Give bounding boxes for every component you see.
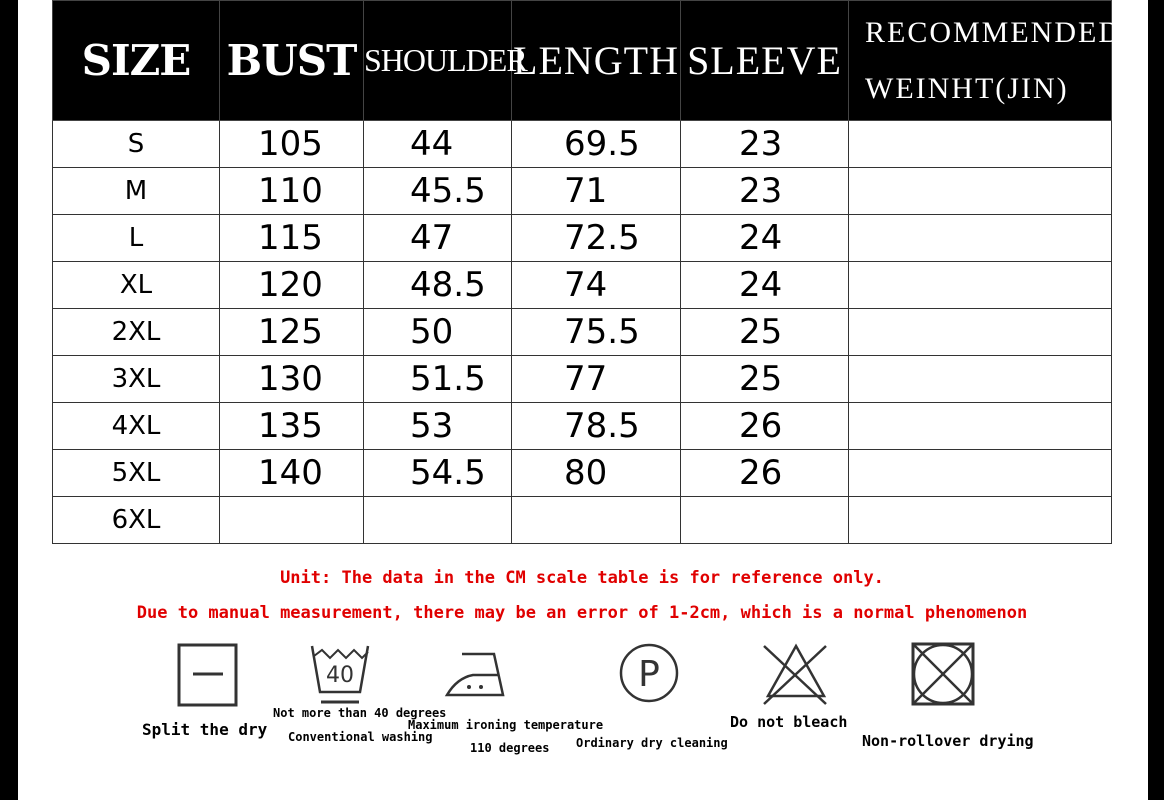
header-size: SIZE	[52, 0, 220, 121]
cell-sleeve: 26	[680, 449, 849, 497]
cell-bust: 115	[219, 214, 364, 262]
error-note: Due to manual measurement, there may be …	[136, 603, 1028, 623]
table-row: 4XL 135 53 78.5 26	[52, 402, 1112, 450]
cell-shoulder: 48.5	[363, 261, 512, 309]
cell-size: L	[52, 214, 220, 262]
wash-40-icon: 40	[310, 645, 370, 704]
cell-length: 74	[511, 261, 681, 309]
dry-clean-label: Ordinary dry cleaning	[576, 736, 728, 750]
right-border-bar	[1148, 0, 1164, 800]
cell-shoulder: 53	[363, 402, 512, 450]
header-shoulder: SHOULDER	[363, 0, 528, 121]
table-row: 3XL 130 51.5 77 25	[52, 355, 1112, 403]
cell-bust	[219, 496, 364, 544]
cell-weight	[848, 167, 1112, 215]
no-bleach-icon	[763, 643, 827, 705]
cell-shoulder: 54.5	[363, 449, 512, 497]
cell-bust: 130	[219, 355, 364, 403]
cell-shoulder: 47	[363, 214, 512, 262]
cell-length: 72.5	[511, 214, 681, 262]
cell-weight	[848, 402, 1112, 450]
cell-weight	[848, 120, 1112, 168]
no-tumble-dry-label: Non-rollover drying	[862, 732, 1034, 750]
cell-sleeve: 24	[680, 214, 849, 262]
cell-shoulder: 51.5	[363, 355, 512, 403]
unit-note: Unit: The data in the CM scale table is …	[280, 568, 884, 588]
cell-sleeve: 23	[680, 120, 849, 168]
header-bust: BUST	[219, 0, 364, 121]
table-row: 6XL	[52, 496, 1112, 544]
iron-icon	[444, 652, 505, 697]
cell-bust: 140	[219, 449, 364, 497]
no-bleach-label: Do not bleach	[730, 713, 848, 731]
cell-bust: 110	[219, 167, 364, 215]
cell-sleeve: 25	[680, 308, 849, 356]
cell-weight	[848, 496, 1112, 544]
cell-sleeve: 23	[680, 167, 849, 215]
cell-length: 80	[511, 449, 681, 497]
wash-label-2: Conventional washing	[288, 730, 433, 744]
wash-temp: 40	[326, 663, 354, 688]
dry-clean-p-icon: P	[619, 643, 679, 703]
header-recommended-line2: WEINHT(JIN)	[865, 71, 1069, 105]
cell-size: 3XL	[52, 355, 220, 403]
table-row: L 115 47 72.5 24	[52, 214, 1112, 262]
cell-weight	[848, 449, 1112, 497]
table-row: S 105 44 69.5 23	[52, 120, 1112, 168]
cell-bust: 135	[219, 402, 364, 450]
cell-sleeve	[680, 496, 849, 544]
line-dry-label: Split the dry	[142, 720, 268, 739]
cell-length: 71	[511, 167, 681, 215]
cell-shoulder: 44	[363, 120, 512, 168]
cell-weight	[848, 261, 1112, 309]
cell-bust: 125	[219, 308, 364, 356]
iron-label-1: Maximum ironing temperature	[408, 718, 604, 732]
cell-size: M	[52, 167, 220, 215]
no-tumble-dry-icon	[911, 642, 975, 706]
table-row: 5XL 140 54.5 80 26	[52, 449, 1112, 497]
cell-size: 6XL	[52, 496, 220, 544]
cell-weight	[848, 308, 1112, 356]
cell-bust: 120	[219, 261, 364, 309]
cell-weight	[848, 355, 1112, 403]
table-row: XL 120 48.5 74 24	[52, 261, 1112, 309]
cell-size: 4XL	[52, 402, 220, 450]
cell-shoulder	[363, 496, 512, 544]
iron-label-2: 110 degrees	[470, 741, 550, 755]
cell-size: XL	[52, 261, 220, 309]
cell-length	[511, 496, 681, 544]
cell-size: 2XL	[52, 308, 220, 356]
header-recommended-line1: RECOMMENDED	[865, 15, 1123, 49]
cell-length: 77	[511, 355, 681, 403]
cell-weight	[848, 214, 1112, 262]
cell-size: S	[52, 120, 220, 168]
cell-bust: 105	[219, 120, 364, 168]
table-row: 2XL 125 50 75.5 25	[52, 308, 1112, 356]
left-border-bar	[0, 0, 18, 800]
cell-shoulder: 45.5	[363, 167, 512, 215]
header-length: LENGTH	[511, 0, 681, 121]
table-row: M 110 45.5 71 23	[52, 167, 1112, 215]
cell-sleeve: 24	[680, 261, 849, 309]
cell-shoulder: 50	[363, 308, 512, 356]
cell-length: 78.5	[511, 402, 681, 450]
line-dry-icon	[177, 643, 238, 707]
dry-clean-letter: P	[638, 654, 660, 695]
cell-size: 5XL	[52, 449, 220, 497]
wash-label-1: Not more than 40 degrees	[273, 706, 447, 720]
header-recommended-weight: RECOMMENDED WEINHT(JIN)	[848, 0, 1120, 121]
cell-sleeve: 26	[680, 402, 849, 450]
cell-length: 75.5	[511, 308, 681, 356]
header-sleeve: SLEEVE	[680, 0, 849, 121]
cell-length: 69.5	[511, 120, 681, 168]
cell-sleeve: 25	[680, 355, 849, 403]
header-row: SIZE BUST SHOULDER LENGTH SLEEVE RECOMME…	[52, 0, 1120, 121]
size-chart-table: SIZE BUST SHOULDER LENGTH SLEEVE RECOMME…	[52, 0, 1120, 544]
